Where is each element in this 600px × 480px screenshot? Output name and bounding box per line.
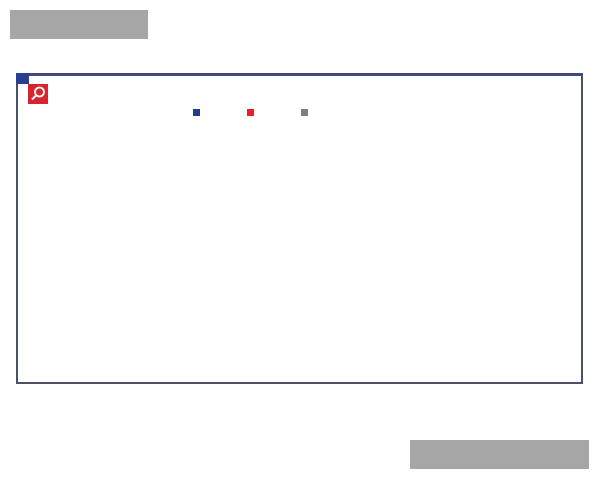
chart-card <box>16 73 583 384</box>
legend-swatch <box>247 109 254 116</box>
chart-legend <box>193 109 311 116</box>
legend-item-soluble <box>247 109 257 116</box>
legend-swatch <box>301 109 308 116</box>
magnifier-icon <box>28 84 48 104</box>
legend-item-fresh-ground <box>301 109 311 116</box>
legend-swatch <box>193 109 200 116</box>
watermark-top <box>10 10 148 39</box>
watermark-bottom <box>410 440 589 469</box>
figure-caption <box>100 395 124 413</box>
legend-item-instant <box>193 109 203 116</box>
corner-accent <box>16 73 29 84</box>
